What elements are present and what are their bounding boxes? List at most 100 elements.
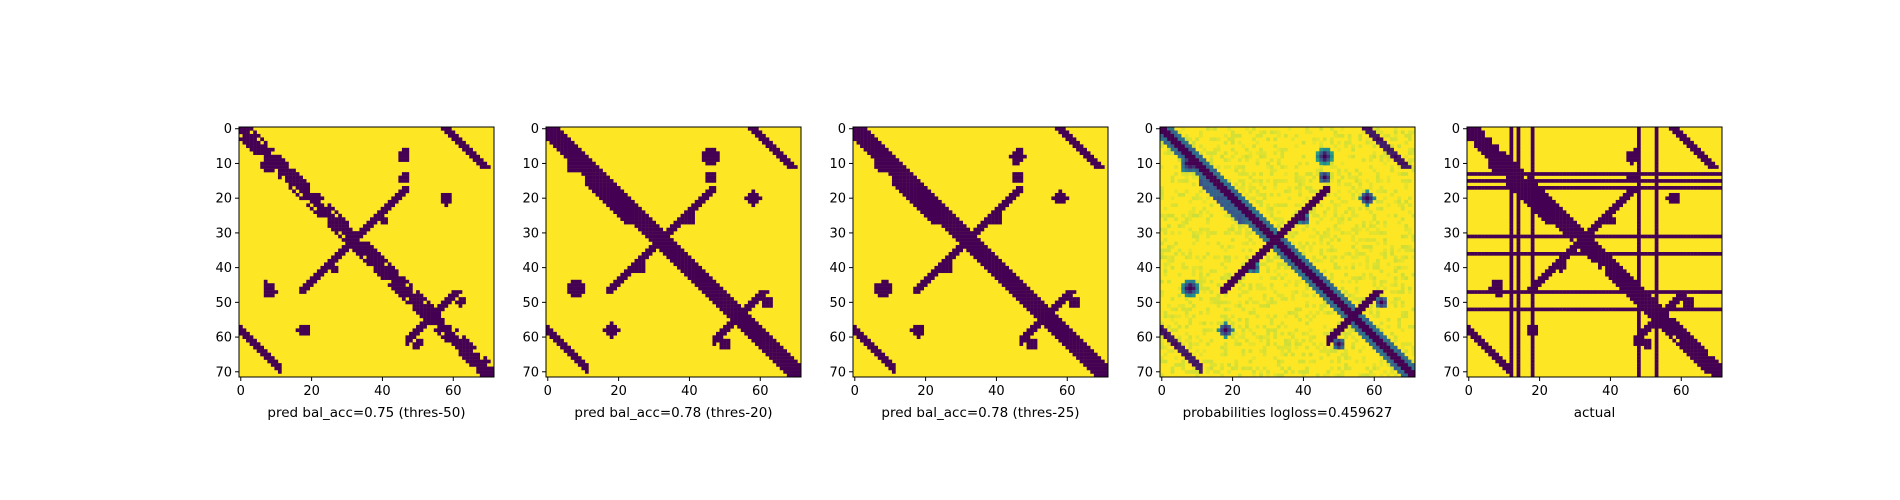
heatmap-cell [694,279,699,284]
heatmap-cell [1177,137,1182,142]
heatmap-cell [1216,186,1221,190]
heatmap-cell [1184,175,1189,180]
heatmap-cell [1358,307,1363,312]
heatmap-cell [577,286,582,291]
heatmap-cell [638,255,642,260]
heatmap-cell [1404,186,1409,190]
heatmap-cell [916,182,921,187]
heatmap-cell [1262,234,1267,239]
heatmap-cell [783,352,788,357]
heatmap-cell [1340,213,1345,218]
heatmap-cell [1188,248,1193,253]
heatmap-cell [1322,158,1327,162]
heatmap-cell [479,370,484,374]
heatmap-cell [1269,130,1274,135]
heatmap-cell [754,192,759,197]
heatmap-cell [723,324,727,329]
heatmap-cell [370,258,374,263]
heatmap-cell [462,342,466,346]
heatmap-cell [1386,342,1391,346]
heatmap-cell [1266,342,1270,346]
heatmap-cell [874,165,878,169]
heatmap-cell [870,137,875,142]
x-tick-label: 60 [1366,384,1383,399]
heatmap-cell [708,158,713,162]
heatmap-cell [687,258,692,263]
heatmap-cell [712,338,717,343]
heatmap-cell [987,220,992,225]
heatmap-cell [302,196,307,201]
heatmap-cell [1319,238,1324,242]
heatmap-cell [1220,182,1224,187]
heatmap-cell [405,290,410,294]
heatmap-cell [288,172,293,176]
heatmap-cell [870,154,875,159]
heatmap-cell [1065,137,1070,142]
heatmap-cell [401,179,406,183]
heatmap-cell [744,331,749,336]
heatmap-cell [577,168,582,173]
heatmap-cell [769,144,773,149]
heatmap-cell [1347,206,1352,211]
heatmap-cell [1376,140,1380,145]
heatmap-cell [1340,338,1345,343]
heatmap-cell [263,283,268,287]
heatmap-cell [1344,182,1348,187]
heatmap-cell [299,324,303,329]
heatmap-cell [994,220,999,225]
heatmap-cell [1305,161,1309,166]
heatmap-cell [1266,241,1270,246]
heatmap-cell [613,279,618,284]
heatmap-cell [1365,324,1370,329]
heatmap-cell [1305,272,1309,277]
heatmap-cell [1167,349,1171,353]
heatmap-cell [1266,165,1270,169]
heatmap-cell [891,363,896,367]
heatmap-cell [1697,179,1701,183]
heatmap-cell [574,290,579,294]
heatmap-cell [1294,220,1299,225]
heatmap-cell [1520,196,1524,201]
heatmap-cell [1555,186,1560,190]
heatmap-cell [1163,213,1168,218]
heatmap-cell [1227,186,1232,190]
heatmap-cell [1223,196,1228,201]
heatmap-cell [595,172,600,176]
heatmap-cell [1484,172,1489,176]
heatmap-cell [884,293,889,298]
heatmap-cell [1407,196,1412,201]
heatmap-cell [877,165,882,169]
heatmap-cell [1255,199,1260,204]
heatmap-cell [1202,158,1207,162]
heatmap-cell [945,210,949,214]
heatmap-cell [1227,300,1232,305]
heatmap-cell [1097,359,1102,364]
heatmap-cell [556,127,561,131]
heatmap-cell [260,165,264,169]
heatmap-cell [1012,293,1017,298]
heatmap-cell [1305,286,1309,291]
heatmap-cell [1259,179,1263,183]
heatmap-cell [1397,349,1402,353]
heatmap-cell [1640,186,1645,190]
heatmap-cell [1280,248,1285,253]
heatmap-cell [355,234,360,239]
heatmap-cell [1291,248,1295,253]
heatmap-cell [1379,252,1384,256]
heatmap-cell [302,192,307,197]
heatmap-cell [472,363,477,367]
heatmap-cell [1188,317,1193,322]
heatmap-cell [719,297,724,301]
heatmap-cell [334,227,339,232]
heatmap-cell [595,182,600,187]
axes-frame [238,126,495,378]
heatmap-cell [620,203,625,208]
heatmap-cell [1184,161,1189,166]
heatmap-cell [888,158,893,162]
heatmap-cell [560,147,564,152]
heatmap-cell [1230,206,1235,211]
heatmap-cell [1206,196,1210,201]
heatmap-cell [616,283,621,287]
heatmap-cell [877,352,882,357]
